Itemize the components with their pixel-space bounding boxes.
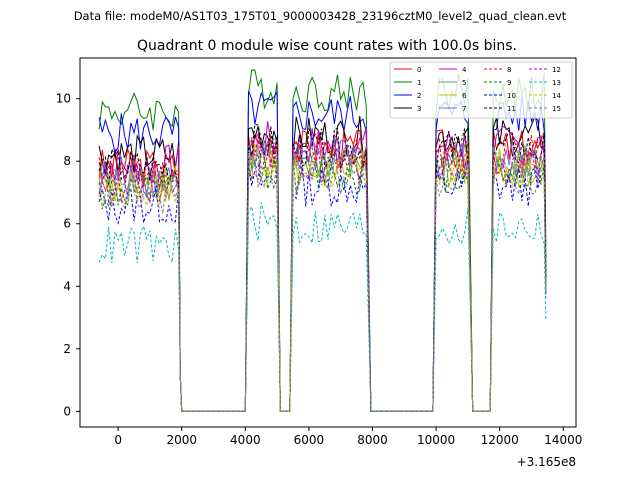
series-line-3	[98, 115, 547, 412]
series-layer	[98, 69, 547, 412]
chart-title: Quadrant 0 module wise count rates with …	[137, 38, 517, 54]
series-line-8	[98, 134, 547, 412]
legend-label: 11	[507, 105, 516, 113]
x-offset-label: +3.165e8	[517, 455, 576, 469]
x-tick-label: 12000	[481, 433, 519, 447]
legend-label: 10	[507, 92, 516, 100]
legend-label: 14	[552, 92, 561, 100]
legend-label: 0	[417, 66, 421, 74]
plot-frame	[79, 57, 577, 428]
y-tick-label: 2	[63, 342, 71, 356]
y-tick-label: 0	[63, 404, 71, 418]
legend-label: 9	[507, 79, 511, 87]
legend-label: 7	[462, 105, 466, 113]
legend-label: 6	[462, 92, 467, 100]
legend-box	[389, 61, 573, 119]
series-line-12	[98, 140, 547, 412]
series-line-15	[98, 153, 547, 412]
series-line-7	[98, 136, 547, 412]
legend-label: 12	[552, 66, 561, 74]
x-tick-label: 14000	[544, 433, 582, 447]
legend-label: 15	[552, 105, 561, 113]
series-line-10	[98, 162, 547, 412]
x-tick-label: 2000	[166, 433, 197, 447]
suptitle: Data file: modeM0/AS1T03_175T01_90000034…	[74, 9, 567, 23]
y-tick-label: 10	[56, 92, 71, 106]
x-tick-label: 0	[114, 433, 122, 447]
x-tick-label: 10000	[417, 433, 455, 447]
y-tick-label: 6	[63, 217, 71, 231]
series-line-14	[98, 145, 547, 412]
y-tick-label: 4	[63, 279, 71, 293]
x-tick-label: 4000	[230, 433, 261, 447]
y-tick-label: 8	[63, 154, 71, 168]
legend-label: 3	[417, 105, 421, 113]
x-tick-label: 8000	[357, 433, 388, 447]
series-line-5	[98, 137, 547, 412]
x-tick-label: 6000	[294, 433, 325, 447]
legend-label: 8	[507, 66, 511, 74]
legend-label: 5	[462, 79, 466, 87]
series-line-11	[98, 123, 547, 412]
series-line-2	[98, 90, 547, 412]
legend-label: 4	[462, 66, 467, 74]
y-axis: 0 2 4 6 8 10	[56, 92, 80, 418]
legend-label: 2	[417, 92, 421, 100]
x-axis: 0 2000 4000 6000 8000 10000 12000 14000	[114, 427, 582, 447]
legend-label: 1	[417, 79, 421, 87]
legend-label: 13	[552, 79, 561, 87]
series-line-13	[98, 202, 547, 412]
